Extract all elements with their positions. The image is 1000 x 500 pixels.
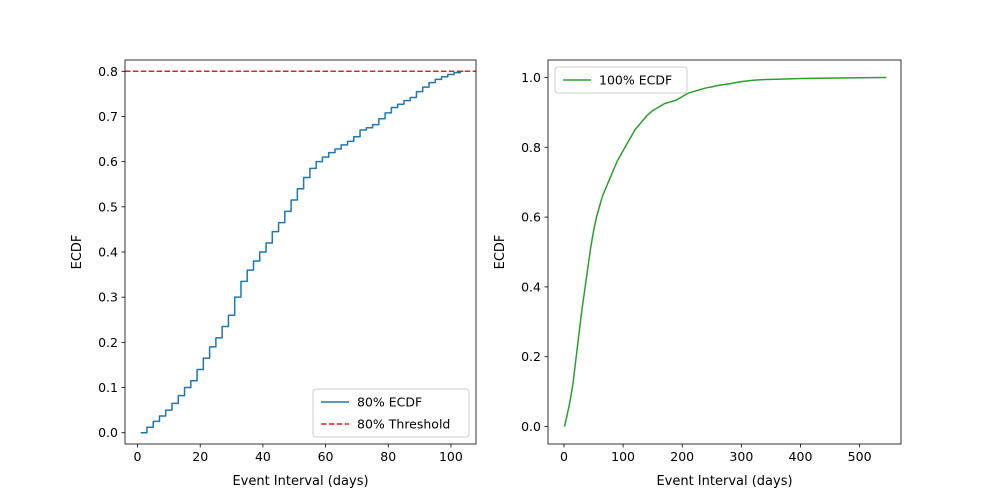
- series-line-0: [563, 76, 887, 427]
- x-tick-label: 80: [380, 449, 396, 464]
- y-tick-label: 0.6: [521, 210, 541, 225]
- y-tick-label: 0.8: [521, 140, 541, 155]
- y-axis-label: ECDF: [493, 235, 508, 270]
- y-tick-label: 0.7: [98, 109, 118, 124]
- y-tick-label: 0.0: [98, 425, 118, 440]
- y-tick-label: 0.1: [98, 380, 118, 395]
- x-axis-label: Event Interval (days): [656, 474, 792, 489]
- x-tick-label: 20: [192, 449, 208, 464]
- x-tick-label: 100: [611, 449, 635, 464]
- x-tick-label: 0: [560, 449, 568, 464]
- legend: 80% ECDF 80% Threshold: [312, 388, 470, 438]
- x-tick-label: 0: [134, 449, 142, 464]
- y-tick-label: 0.2: [98, 335, 118, 350]
- legend-label: 100% ECDF: [599, 73, 672, 88]
- x-tick-label: 200: [670, 449, 694, 464]
- legend-label: 80% Threshold: [357, 417, 450, 432]
- legend-box: [554, 66, 688, 94]
- y-tick-label: 0.0: [521, 419, 541, 434]
- x-axis-label: Event Interval (days): [232, 474, 368, 489]
- y-tick-label: 0.6: [98, 154, 118, 169]
- x-tick-label: 300: [729, 449, 753, 464]
- right-chart: 0 100 200 300 400 500 0.0 0.2 0.4 0.6 0.8 1.0 Event …: [493, 59, 902, 489]
- legend-label: 80% ECDF: [357, 395, 422, 410]
- x-tick-label: 100: [439, 449, 463, 464]
- y-tick-label: 1.0: [521, 70, 541, 85]
- y-tick-label: 0.4: [98, 245, 118, 260]
- y-tick-label: 0.8: [98, 64, 118, 79]
- y-axis-label: ECDF: [70, 235, 85, 270]
- y-tick-label: 0.2: [521, 349, 541, 364]
- y-tick-label: 0.4: [521, 279, 541, 294]
- x-tick-label: 60: [318, 449, 334, 464]
- y-tick-label: 0.5: [98, 199, 118, 214]
- axes-frame: [547, 59, 902, 445]
- x-tick-label: 500: [848, 449, 872, 464]
- left-chart: 0 20 40 60 80 100 0.0 0.1 0.2 0.3 0.4 0.5 0.6 0.7 0.8 E…: [70, 59, 477, 489]
- x-tick-label: 400: [789, 449, 813, 464]
- y-tick-label: 0.3: [98, 290, 118, 305]
- legend: 100% ECDF: [554, 66, 688, 94]
- series-line-0: [140, 70, 464, 434]
- x-tick-label: 40: [255, 449, 271, 464]
- legend-box: [312, 388, 470, 438]
